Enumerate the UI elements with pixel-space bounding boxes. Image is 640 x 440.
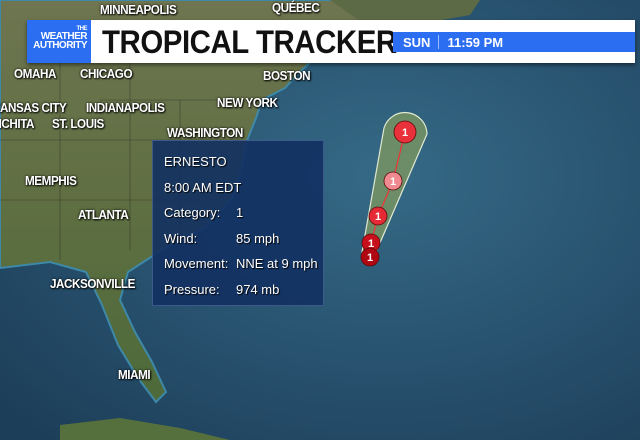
info-row-pressure: Pressure: 974 mb (164, 282, 323, 308)
hurricane-icon (393, 120, 417, 144)
category-label: 1 (402, 127, 408, 139)
field-value: NNE at 9 mph (236, 256, 318, 271)
city-label: MEMPHIS (25, 173, 77, 188)
logo-text: WEATHER (40, 31, 88, 42)
hurricane-marker: 1 (360, 247, 380, 267)
category-label: 1 (367, 252, 373, 264)
city-label: ATLANTA (78, 207, 129, 222)
city-label: JACKSONVILLE (50, 276, 135, 291)
page-title: TROPICAL TRACKER (102, 24, 397, 60)
category-label: 1 (375, 211, 381, 223)
logo-text: AUTHORITY (33, 40, 87, 51)
weather-authority-logo: THE WEATHER AUTHORITY (27, 20, 91, 63)
storm-name: ERNESTO (164, 154, 227, 169)
city-label: ST. LOUIS (52, 116, 104, 131)
field-value: 1 (236, 205, 244, 220)
city-label: QUÉBEC (272, 0, 320, 15)
hurricane-marker: 1 (361, 233, 381, 253)
header-banner: THE WEATHER AUTHORITY TROPICAL TRACKER S… (27, 20, 635, 63)
info-row-movement: Movement: NNE at 9 mph (164, 256, 323, 282)
field-value: 85 mph (236, 230, 280, 246)
cuba-land (60, 418, 230, 440)
time-bar: SUN 11:59 PM (393, 32, 635, 52)
hurricane-marker: 1 (368, 206, 388, 226)
info-row-wind: Wind: 85 mph (164, 231, 323, 257)
city-label: OMAHA (14, 66, 56, 81)
hurricane-icon (383, 171, 403, 191)
city-label: NEW YORK (217, 95, 278, 110)
city-label: MINNEAPOLIS (100, 2, 177, 17)
field-value: 974 mb (236, 281, 280, 297)
field-label: Wind: (164, 230, 198, 246)
hurricane-icon (360, 247, 380, 267)
logo-text: THE (76, 26, 88, 32)
hurricane-marker: 1 (393, 120, 417, 144)
info-row-category: Category: 1 (164, 205, 323, 231)
city-label: BOSTON (263, 68, 311, 83)
hurricane-marker: 1 (383, 171, 403, 191)
storm-info-panel: ERNESTO 8:00 AM EDT Category: 1 Wind: 85 m… (152, 140, 324, 306)
field-label: Category: (164, 205, 221, 220)
field-label: Pressure: (164, 281, 220, 297)
storm-time: 8:00 AM EDT (164, 179, 242, 195)
category-label: 1 (390, 176, 396, 188)
day-label[interactable]: SUN (403, 34, 431, 50)
field-label: Movement: (164, 256, 229, 271)
city-label: MIAMI (118, 367, 151, 382)
time-label[interactable]: 11:59 PM (447, 34, 504, 50)
city-label: CHICAGO (80, 66, 133, 81)
divider (438, 35, 440, 49)
city-label: WASHINGTON (167, 125, 243, 140)
hurricane-icon (368, 206, 388, 226)
city-label: INDIANAPOLIS (86, 100, 165, 115)
category-label: 1 (368, 238, 374, 250)
city-label: WICHITA (0, 116, 35, 131)
